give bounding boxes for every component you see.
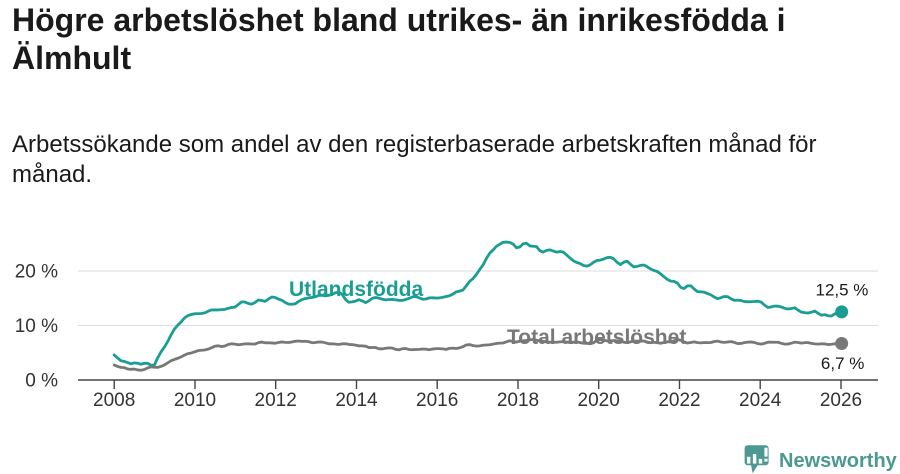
svg-text:2022: 2022 [658,390,700,411]
svg-text:20 %: 20 % [15,262,58,283]
svg-text:2012: 2012 [255,390,297,411]
svg-text:Newsworthy: Newsworthy [779,450,898,472]
svg-text:Utlandsfödda: Utlandsfödda [289,278,423,301]
svg-text:2018: 2018 [497,390,539,411]
svg-text:2014: 2014 [335,390,378,411]
svg-text:0 %: 0 % [25,371,58,392]
svg-text:6,7 %: 6,7 % [821,354,864,373]
svg-text:12,5 %: 12,5 % [816,281,869,300]
svg-text:10 %: 10 % [15,316,58,337]
svg-text:2016: 2016 [416,390,458,411]
svg-text:2010: 2010 [174,390,216,411]
svg-text:2008: 2008 [93,390,135,411]
svg-text:2026: 2026 [820,390,862,411]
svg-text:2020: 2020 [578,390,620,411]
svg-text:2024: 2024 [739,390,782,411]
svg-text:Total arbetslöshet: Total arbetslöshet [507,326,686,349]
